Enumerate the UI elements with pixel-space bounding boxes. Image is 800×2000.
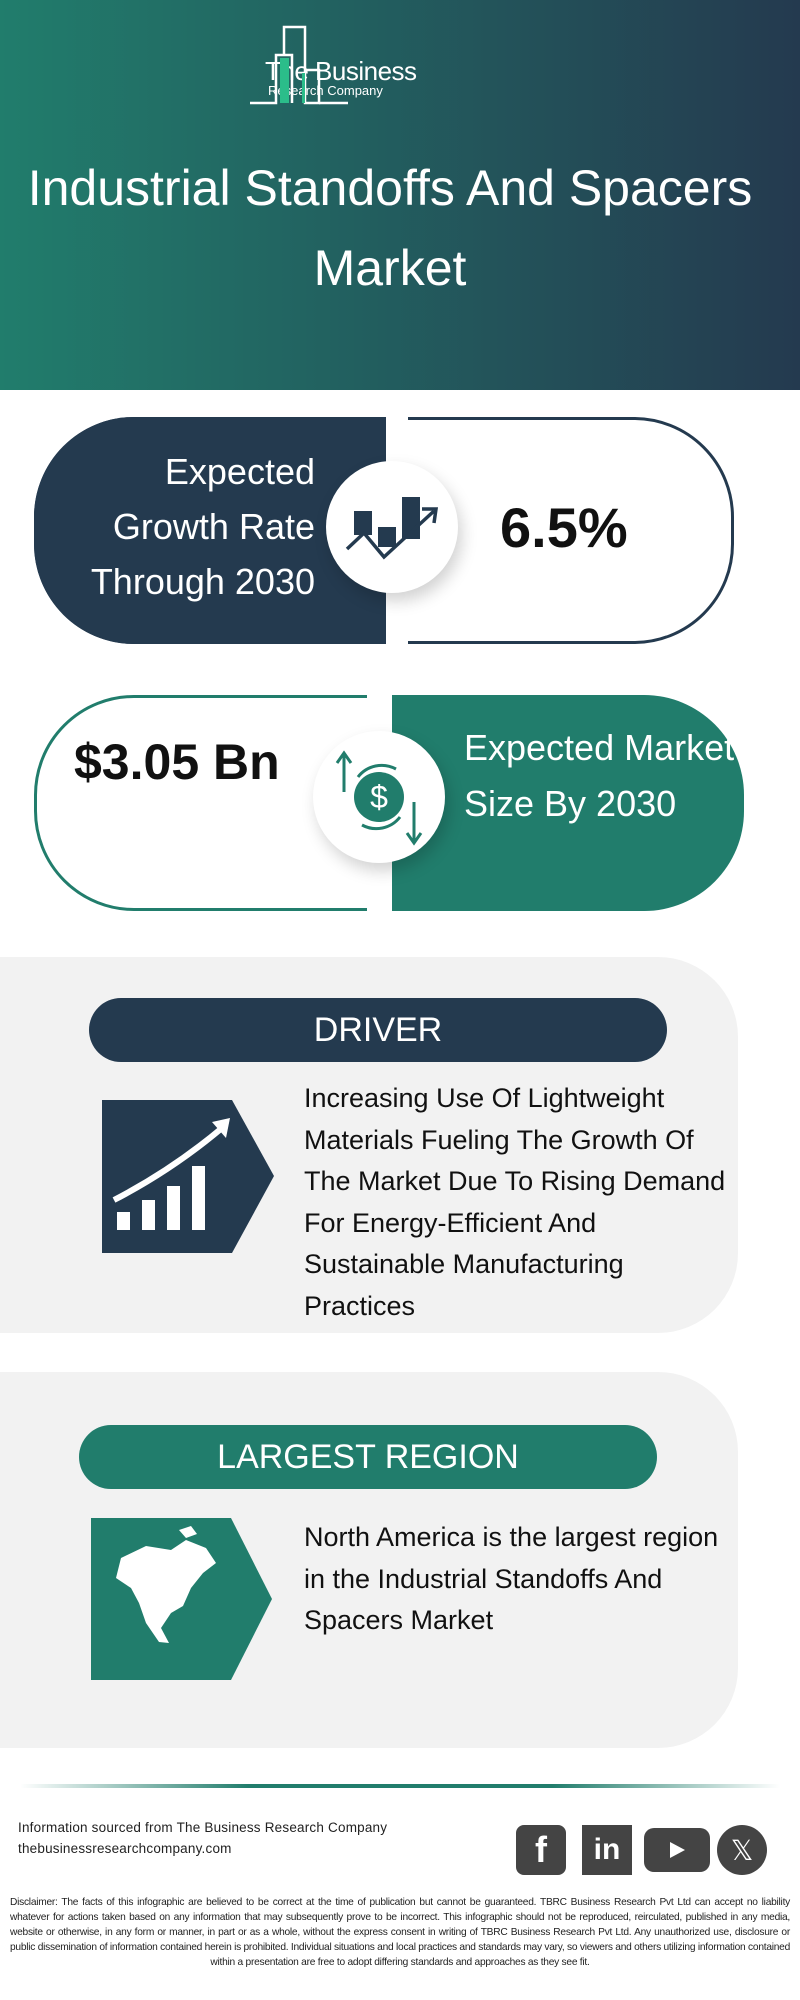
divider [20, 1784, 780, 1788]
market-size-label: Expected Market Size By 2030 [464, 727, 735, 824]
x-icon[interactable]: 𝕏 [717, 1825, 767, 1875]
linkedin-icon[interactable]: in [582, 1825, 632, 1875]
driver-text: Increasing Use Of Lightweight Materials … [304, 1083, 726, 1321]
logo-buildings-icon [250, 25, 348, 105]
growth-chart-icon [326, 461, 458, 593]
logo-subtext: Research Company [268, 83, 383, 98]
dollar-cycle-icon: $ [313, 731, 445, 863]
rising-bars-icon [102, 1100, 274, 1253]
facebook-icon[interactable]: f [516, 1825, 566, 1875]
disclaimer: Disclaimer: The facts of this infographi… [10, 1897, 790, 1968]
logo-text: The Business [265, 56, 417, 86]
region-text: North America is the largest region in t… [304, 1522, 719, 1635]
north-america-map-icon [91, 1518, 272, 1680]
source-text: Information sourced from The Business Re… [18, 1820, 388, 1835]
growth-rate-label: Expected Growth Rate Through 2030 [90, 451, 315, 602]
growth-rate-value: 6.5% [500, 496, 628, 559]
svg-text:$: $ [370, 779, 388, 815]
driver-heading: DRIVER [89, 998, 667, 1062]
youtube-icon[interactable] [644, 1828, 710, 1872]
market-size-value: $3.05 Bn [74, 734, 280, 790]
source-url[interactable]: thebusinessresearchcompany.com [18, 1841, 232, 1856]
page-title: Industrial Standoffs And Spacers Market [27, 160, 753, 296]
header-banner [0, 0, 800, 390]
region-heading: LARGEST REGION [79, 1425, 657, 1489]
